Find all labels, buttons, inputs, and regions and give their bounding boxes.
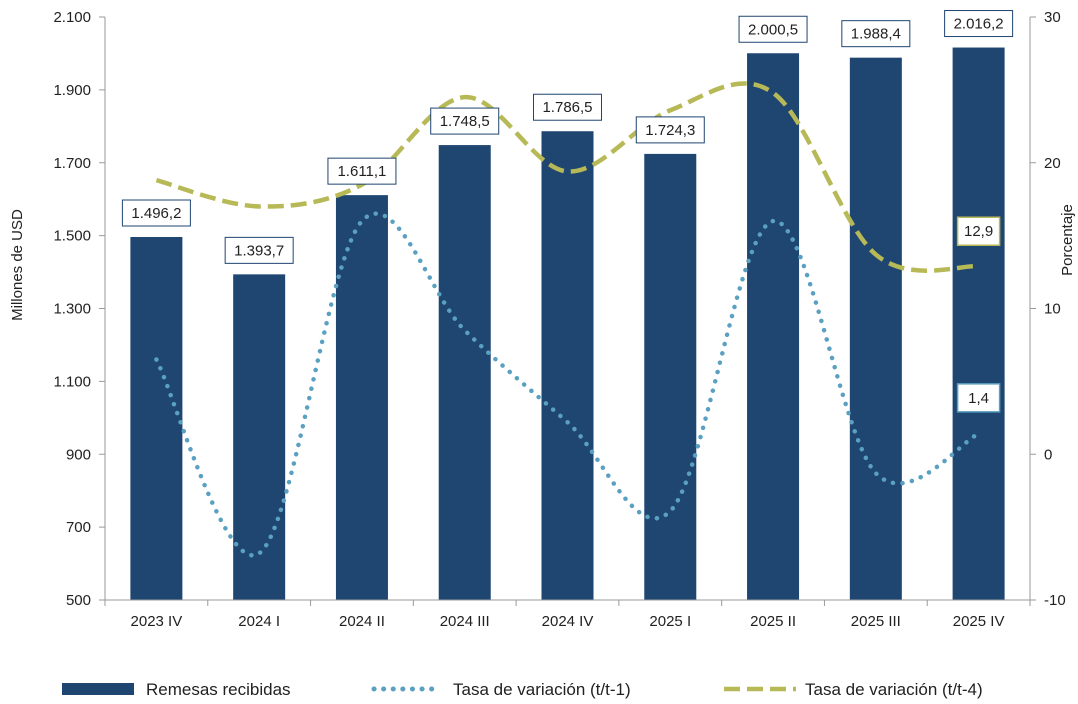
bar-value-text: 2.000,5 [748, 21, 798, 38]
y-left-tick-label: 1.700 [53, 155, 91, 172]
bar-value-text: 1.393,7 [234, 242, 284, 259]
bar-value-label: 1.786,5 [533, 93, 602, 121]
legend: Remesas recibidas Tasa de variación (t/t… [62, 680, 983, 699]
x-tick-label: 2023 IV [131, 613, 183, 630]
x-tick-label: 2024 IV [542, 613, 594, 630]
end-label-tasa-t4-text: 12,9 [964, 223, 993, 240]
x-tick-label: 2024 II [339, 613, 385, 630]
lines-layer [154, 81, 981, 558]
bar-value-label: 2.016,2 [944, 10, 1014, 38]
y-right-tick-label: 30 [1044, 9, 1061, 26]
bar-value-box [738, 15, 808, 43]
bar-value-box [327, 157, 397, 185]
y-right-tick-label: 10 [1044, 301, 1061, 318]
legend-label-tasa-t4: Tasa de variación (t/t-4) [805, 680, 983, 699]
line-tasa-t1 [154, 211, 981, 558]
y-right-tick-label: 0 [1044, 446, 1052, 463]
bar-value-box [944, 10, 1014, 38]
y-left-tick-label: 700 [66, 519, 91, 536]
bar-2025-ii [747, 53, 800, 601]
bar-value-text: 1.611,1 [337, 163, 386, 180]
bar-value-box [841, 20, 911, 48]
x-tick-label: 2025 IV [953, 613, 1005, 630]
bar-value-text: 1.724,3 [645, 122, 695, 139]
bar-2023-iv [130, 237, 183, 600]
bar-2024-iii [438, 145, 491, 600]
labels-layer: 1.496,2 1.393,7 1.611,1 1.748,5 1.786,5 1.724… [121, 10, 1014, 413]
bar-value-box [430, 107, 500, 135]
end-label-tasa-t4: 12,9 [956, 216, 1001, 246]
y-axis-right-title: Porcentaje [1059, 204, 1076, 276]
line-tasa-t4 [155, 81, 979, 273]
x-tick-label: 2024 III [440, 613, 490, 630]
y-right-tick-label: 20 [1044, 155, 1061, 172]
ticks-layer: 500 700 900 1.100 1.300 1.500 1.700 1.900 2.100 -… [53, 9, 1065, 630]
bar-2024-i [233, 274, 286, 600]
y-left-tick-label: 1.500 [53, 228, 91, 245]
y-axis-left-title: Millones de USD [9, 209, 26, 321]
bar-value-label: 1.748,5 [430, 107, 500, 135]
y-left-tick-label: 1.100 [53, 373, 91, 390]
bar-value-box [121, 199, 191, 227]
x-tick-label: 2025 II [750, 613, 796, 630]
bar-value-label: 1.724,3 [635, 116, 705, 144]
end-label-tasa-t1: 1,4 [956, 383, 1001, 413]
bar-value-label: 1.393,7 [224, 236, 294, 264]
y-left-tick-label: 1.900 [53, 82, 91, 99]
bar-value-box [635, 116, 705, 144]
bar-2025-iv [952, 47, 1005, 601]
bar-value-text: 1.988,4 [851, 26, 901, 43]
y-right-tick-label: -10 [1044, 592, 1066, 609]
bar-2025-iii [849, 57, 902, 601]
bar-value-text: 1.748,5 [440, 113, 490, 130]
bar-2024-ii [335, 195, 388, 600]
y-left-tick-label: 900 [66, 446, 91, 463]
end-label-tasa-t1-text: 1,4 [968, 390, 989, 407]
bar-2024-iv [541, 131, 594, 600]
bar-value-text: 2.016,2 [954, 16, 1004, 33]
x-tick-label: 2025 I [649, 613, 691, 630]
end-label-tasa-t4-box [956, 216, 1001, 246]
y-left-tick-label: 2.100 [53, 9, 91, 26]
legend-swatch-remesas [62, 683, 134, 695]
end-label-tasa-t1-box [956, 383, 1001, 413]
legend-label-tasa-t1: Tasa de variación (t/t-1) [453, 680, 631, 699]
bar-value-label: 1.611,1 [327, 157, 397, 185]
bar-value-box [533, 93, 602, 121]
y-left-tick-label: 500 [66, 592, 91, 609]
bar-value-label: 1.988,4 [841, 20, 911, 48]
bar-value-label: 1.496,2 [121, 199, 191, 227]
bar-value-text: 1.496,2 [131, 205, 181, 222]
bar-value-box [224, 236, 294, 264]
legend-label-remesas: Remesas recibidas [146, 680, 291, 699]
y-left-tick-label: 1.300 [53, 301, 91, 318]
bar-2025-i [644, 153, 697, 600]
bars-layer [130, 47, 1005, 601]
bar-value-label: 2.000,5 [738, 15, 808, 43]
x-tick-label: 2024 I [238, 613, 280, 630]
x-tick-label: 2025 III [851, 613, 901, 630]
bar-value-text: 1.786,5 [542, 99, 592, 116]
